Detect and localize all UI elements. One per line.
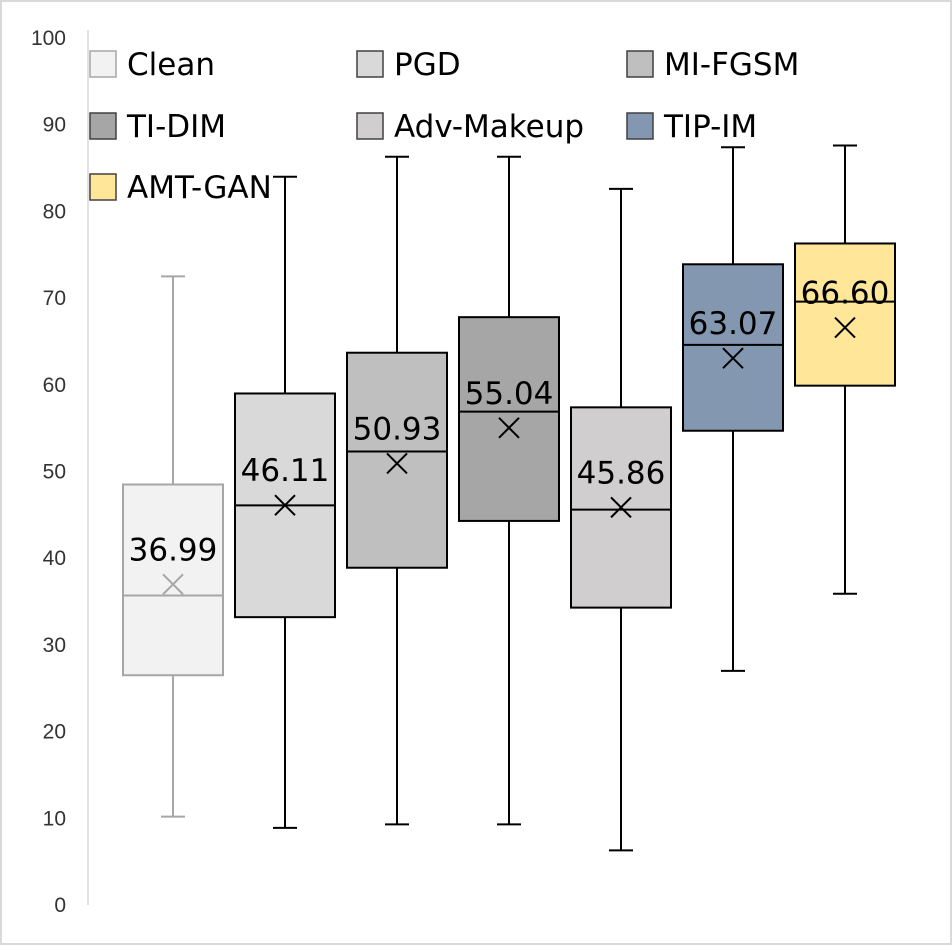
legend: Clean PGD MI-FGSM TI-DIM Adv-Makeup TIP-IM AMT…	[89, 47, 799, 206]
box-amt-gan: 66.60	[794, 144, 896, 595]
y-axis: 0 10 20 30 40 50 60 70 80 90 100	[31, 27, 89, 917]
mean-marker	[274, 494, 296, 516]
box-clean: 36.99	[122, 275, 224, 818]
y-tick-label: 100	[31, 27, 66, 50]
legend-item: MI-FGSM	[626, 47, 799, 83]
y-tick-label: 90	[43, 114, 66, 137]
legend-label: TI-DIM	[126, 109, 226, 145]
box-tip-im: 63.07	[682, 146, 784, 672]
legend-label: Clean	[127, 47, 215, 83]
y-tick-label: 80	[43, 200, 66, 223]
legend-label: AMT-GAN	[127, 170, 272, 206]
legend-swatch	[356, 112, 384, 140]
legend-label: Adv-Makeup	[394, 109, 584, 145]
legend-item: Adv-Makeup	[356, 109, 584, 145]
box-iqr	[794, 242, 896, 387]
y-tick-label: 50	[43, 461, 66, 484]
mean-marker	[162, 573, 184, 596]
mean-marker	[610, 496, 632, 519]
mean-marker	[722, 347, 744, 369]
box-iqr	[682, 263, 784, 432]
mean-marker	[834, 316, 856, 339]
legend-swatch	[89, 50, 117, 78]
legend-label: TIP-IM	[663, 109, 757, 145]
y-tick-label: 20	[43, 721, 66, 744]
y-tick-label: 60	[43, 374, 66, 397]
y-tick-label: 0	[54, 894, 66, 917]
box-series: 36.99 46.11 50.93 55.04 45.86 63.07 66.60	[122, 144, 896, 852]
legend-item: TI-DIM	[89, 109, 226, 145]
y-tick-label: 70	[43, 287, 66, 310]
legend-item: PGD	[356, 47, 461, 83]
legend-item: TIP-IM	[626, 109, 757, 145]
mean-data-label: 46.11	[241, 453, 330, 489]
mean-marker	[498, 417, 520, 439]
box-pgd: 46.11	[234, 175, 336, 829]
legend-swatch	[89, 112, 117, 140]
mean-data-label: 66.60	[801, 276, 890, 312]
mean-data-label: 36.99	[129, 532, 218, 568]
mean-marker	[386, 452, 408, 475]
box-iqr	[458, 316, 560, 522]
legend-label: MI-FGSM	[664, 47, 799, 83]
mean-data-label: 50.93	[353, 411, 442, 447]
box-ti-dim: 55.04	[458, 155, 560, 826]
y-tick-label: 30	[43, 634, 66, 657]
legend-item: AMT-GAN	[89, 170, 272, 206]
box-mi-fgsm: 50.93	[346, 155, 448, 826]
box-adv-makeup: 45.86	[570, 187, 672, 852]
legend-swatch	[626, 112, 654, 140]
mean-data-label: 55.04	[465, 376, 554, 412]
box-iqr	[346, 351, 448, 569]
legend-swatch	[626, 50, 654, 78]
mean-data-label: 63.07	[689, 306, 778, 342]
legend-label: PGD	[394, 47, 461, 83]
y-tick-label: 10	[43, 807, 66, 830]
box-iqr	[122, 483, 224, 677]
legend-swatch	[89, 173, 117, 201]
y-tick-label: 40	[43, 547, 66, 570]
mean-data-label: 45.86	[577, 455, 666, 491]
legend-swatch	[356, 50, 384, 78]
legend-item: Clean	[89, 47, 215, 83]
